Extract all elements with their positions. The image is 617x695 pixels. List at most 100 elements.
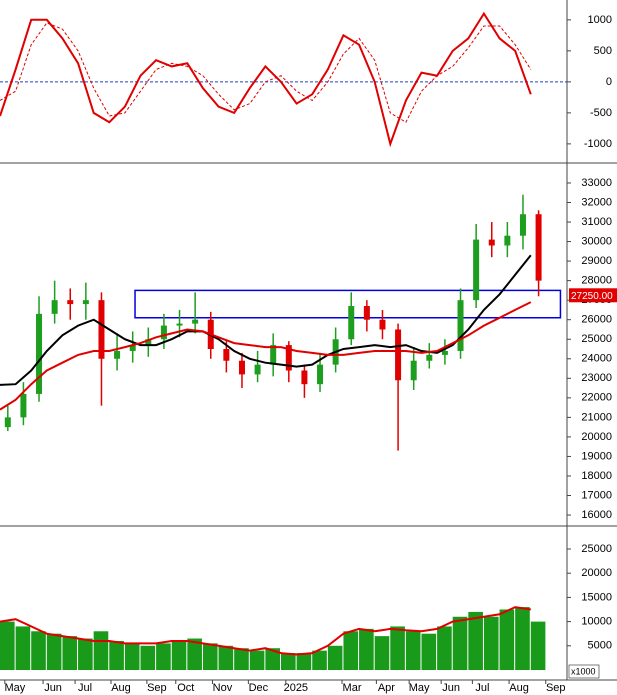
volume-bar [46, 633, 62, 670]
y-tick-label: 32000 [581, 196, 612, 208]
x-tick-label: Sep [147, 682, 167, 694]
volume-bar [437, 626, 452, 670]
volume-bar [93, 631, 109, 670]
price-body [176, 323, 183, 326]
price-body [129, 345, 136, 351]
price-body [457, 300, 464, 351]
volume-bar [202, 643, 218, 670]
x-tick-label: Sep [546, 682, 566, 694]
x-tick-label: Jul [475, 682, 489, 694]
price-body [363, 306, 370, 320]
volume-bar [405, 631, 421, 670]
price-body [36, 313, 43, 394]
series-line [0, 254, 532, 386]
volume-bar [218, 645, 234, 670]
volume-bar [171, 640, 187, 670]
price-body [223, 349, 230, 361]
volume-bar [62, 636, 78, 670]
y-tick-label: 25000 [581, 543, 612, 555]
volume-bar [281, 653, 296, 670]
volume-bar [140, 645, 156, 670]
y-tick-label: 17000 [581, 489, 612, 501]
y-tick-label: 31000 [581, 216, 612, 228]
price-body [519, 214, 526, 236]
price-body [192, 319, 199, 324]
price-body [379, 319, 386, 330]
price-body [395, 329, 402, 381]
series-line [0, 11, 532, 148]
volume-bar [499, 609, 515, 670]
y-tick-label: 5000 [588, 640, 612, 652]
y-tick-label: 25000 [581, 333, 612, 345]
y-tick-label: 21000 [581, 411, 612, 423]
x-tick-label: Dec [249, 682, 269, 694]
series-line [0, 301, 532, 411]
price-body [285, 345, 292, 371]
price-body [301, 370, 308, 385]
volume-bar [359, 628, 374, 670]
volume-bar [312, 650, 327, 670]
x-tick-label: Jul [78, 682, 92, 694]
y-tick-label: 24000 [581, 353, 612, 365]
volume-bar [483, 616, 499, 670]
volume-bar [109, 640, 124, 670]
volume-bar [468, 611, 483, 670]
y-tick-label: 26000 [581, 314, 612, 326]
y-tick-label: 28000 [581, 275, 612, 287]
x-tick-label: Oct [177, 682, 194, 694]
price-body [254, 364, 261, 375]
last-price-label: 27250.00 [571, 291, 613, 302]
y-tick-label: 0 [606, 76, 612, 88]
y-tick-label: -1000 [584, 138, 612, 150]
price-body [98, 300, 105, 359]
y-tick-label: 500 [594, 45, 612, 57]
y-tick-label: 20000 [581, 431, 612, 443]
unit-box [568, 664, 600, 679]
x-tick-label: 2025 [284, 682, 308, 694]
volume-bar [515, 607, 530, 670]
volume-bar [0, 621, 15, 670]
volume-bar [421, 633, 437, 670]
x-tick-label: Apr [378, 682, 395, 694]
y-tick-label: 22000 [581, 392, 612, 404]
y-tick-label: -500 [590, 107, 612, 119]
volume-bar [452, 616, 468, 670]
volume-bar [249, 650, 265, 670]
y-tick-label: 19000 [581, 450, 612, 462]
y-tick-label: 30000 [581, 235, 612, 247]
price-body [160, 325, 167, 340]
volume-bar [343, 631, 359, 670]
y-tick-label: 10000 [581, 616, 612, 628]
volume-bar [390, 626, 405, 670]
x-tick-label: Aug [111, 682, 131, 694]
x-tick-label: Jun [44, 682, 62, 694]
last-price-tag [569, 288, 617, 303]
y-tick-label: 33000 [581, 177, 612, 189]
x-tick-label: May [409, 682, 430, 694]
price-body [488, 239, 495, 246]
highlight-box [134, 289, 562, 319]
price-body [238, 360, 245, 375]
price-body [473, 239, 480, 301]
volume-bar [530, 621, 546, 670]
y-tick-label: 1000 [588, 14, 612, 26]
y-tick-label: 23000 [581, 372, 612, 384]
price-body [317, 364, 324, 385]
volume-bar [187, 638, 202, 670]
volume-bar [124, 643, 140, 670]
price-body [348, 306, 355, 340]
price-body [67, 300, 74, 305]
x-tick-label: Aug [509, 682, 529, 694]
y-tick-label: 16000 [581, 509, 612, 521]
y-tick-label: 15000 [581, 591, 612, 603]
price-body [114, 350, 121, 359]
price-body [426, 354, 433, 361]
volume-bar [265, 648, 280, 670]
y-tick-label: 29000 [581, 255, 612, 267]
volume-bar [296, 653, 312, 670]
volume-bar [15, 626, 31, 670]
price-body [145, 339, 152, 346]
volume-bar [31, 631, 46, 670]
x-tick-label: Nov [213, 682, 233, 694]
